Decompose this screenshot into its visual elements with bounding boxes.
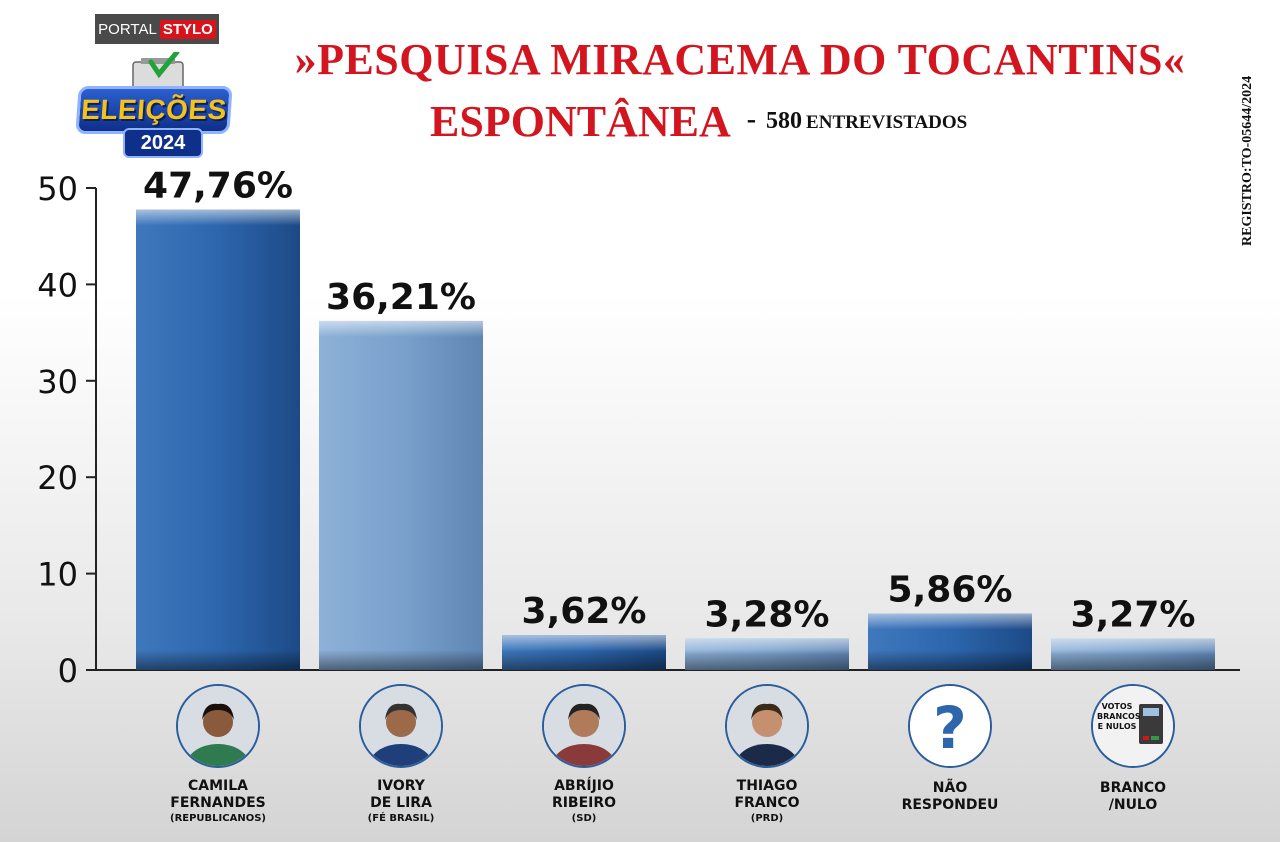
y-tick-label: 40 [37,266,78,304]
data-label: 5,86% [888,570,1013,611]
candidate-card: THIAGO FRANCO (PRD) [682,680,852,826]
bar-3 [502,635,666,670]
bar-4 [685,638,849,670]
candidate-name-line2: DE LIRA [370,795,432,811]
candidate-name: CAMILA FERNANDES [133,778,303,812]
eleicoes-year: 2024 [123,128,203,158]
bar-highlight [319,320,483,337]
interview-count: 580 [766,108,803,134]
y-tick-label: 10 [37,556,78,594]
bar-shadow [319,650,483,670]
person-photo-icon [542,684,626,768]
ballot-box-icon [132,52,184,93]
bar-shadow [685,650,849,670]
portal-text: PORTAL [98,20,157,38]
candidate-name-line1: IVORY [377,778,425,794]
bar-shadow [502,650,666,670]
candidate-name: ABRÍJIO RIBEIRO [499,778,669,812]
candidate-card: IVORY DE LIRA (FÉ BRASIL) [316,680,486,826]
data-label: 36,21% [326,277,476,318]
candidate-name-line1: NÃO [932,780,968,796]
bar-highlight [502,635,666,652]
data-label: 47,76% [143,166,293,207]
bar-shadow [1051,650,1215,670]
candidate-party: (SD) [571,813,597,824]
candidate-name-line2: /NULO [1108,797,1158,813]
bar-1 [136,209,300,670]
interview-count-label: ENTREVISTADOS [806,112,968,133]
candidate-party: (REPUBLICANOS) [170,813,266,824]
data-label: 3,27% [1071,594,1196,635]
candidate-name-line2: RESPONDEU [901,797,999,813]
stylo-text: STYLO [159,19,216,39]
survey-type: ESPONTÂNEA [430,97,731,146]
ballot-box-label: VOTOS BRANCOS E NULOS [1097,702,1141,731]
candidate-name-line2: RIBEIRO [551,795,617,811]
bar-body [319,320,483,670]
candidate-name-line1: BRANCO [1099,780,1167,796]
bar-highlight [868,613,1032,630]
candidate-name: NÃO RESPONDEU [865,780,1035,814]
person-photo-icon [359,684,443,768]
candidate-name-line1: ABRÍJIO [554,778,614,794]
candidate-party: (FÉ BRASIL) [367,813,435,824]
y-tick-label: 50 [37,170,78,208]
portal-stylo-label: PORTAL STYLO [95,14,219,44]
svg-text:?: ? [933,694,967,762]
data-label: 3,28% [705,594,830,635]
candidate-name: IVORY DE LIRA [316,778,486,812]
ballot-box-icon: VOTOS BRANCOS E NULOS [1091,684,1175,768]
bar-body [136,209,300,670]
page-subtitle: ESPONTÂNEA -580 ENTREVISTADOS [430,96,967,147]
candidate-name-line2: FERNANDES [170,795,266,811]
candidate-name: THIAGO FRANCO [682,778,852,812]
bar-2 [319,320,483,670]
data-label: 3,62% [522,591,647,632]
candidate-name: BRANCO/NULO [1048,780,1218,814]
candidate-name-line1: THIAGO [736,778,798,794]
question-mark-icon: ? [908,684,992,768]
y-tick-label: 0 [58,652,78,690]
candidate-list: CAMILA FERNANDES (REPUBLICANOS) IVORY DE LIR… [0,680,1280,842]
bar-shadow [136,650,300,670]
bar-6 [1051,638,1215,670]
y-tick-label: 30 [37,363,78,401]
candidate-card: VOTOS BRANCOS E NULOS BRANCO/NULO [1048,680,1218,814]
bar-highlight [136,209,300,226]
candidate-card: ABRÍJIO RIBEIRO (SD) [499,680,669,826]
candidate-card: CAMILA FERNANDES (REPUBLICANOS) [133,680,303,826]
candidate-name-line1: CAMILA [187,778,248,794]
candidate-card: ? NÃO RESPONDEU [865,680,1035,814]
candidate-party: (PRD) [750,813,784,824]
bar-5 [868,613,1032,670]
person-photo-icon [725,684,809,768]
candidate-name-line2: FRANCO [734,795,800,811]
subtitle-dash: - [746,104,757,135]
page-title: »PESQUISA MIRACEMA DO TOCANTINS« [294,35,1186,84]
y-tick-label: 20 [37,459,78,497]
person-photo-icon [176,684,260,768]
portal-stylo-logo: PORTAL STYLO ELEIÇÕES 2024 [75,14,235,158]
bar-shadow [868,650,1032,670]
